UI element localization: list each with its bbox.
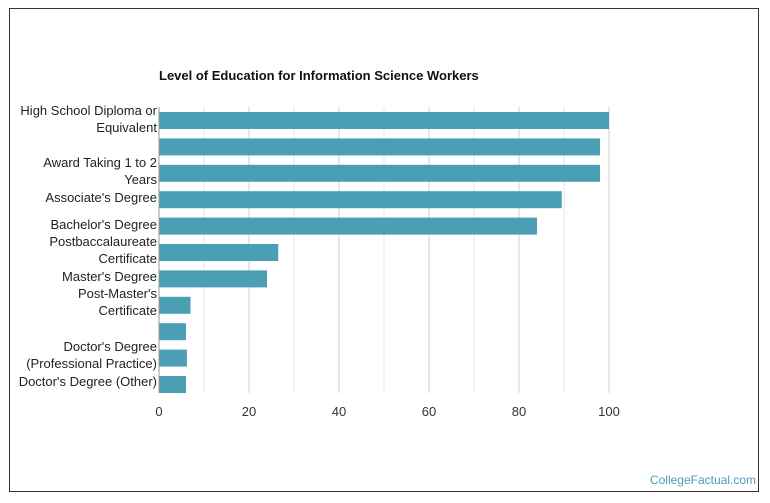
bar[interactable] bbox=[159, 112, 609, 129]
category-label-line: Certificate bbox=[98, 251, 157, 266]
category-label: Master's Degree bbox=[0, 268, 157, 285]
category-label: Award Taking 1 to 2 Years bbox=[0, 154, 157, 188]
category-label-line: Years bbox=[124, 172, 157, 187]
x-tick-label: 100 bbox=[598, 404, 620, 419]
category-label-line: Doctor's Degree (Other) bbox=[18, 374, 157, 389]
category-label: Post-Master's Certificate bbox=[0, 285, 157, 319]
category-label: High School Diploma or Equivalent bbox=[0, 102, 157, 136]
category-label-line: Postbaccalaureate bbox=[49, 234, 157, 249]
chart-title: Level of Education for Information Scien… bbox=[159, 68, 479, 83]
category-label-line: High School Diploma or bbox=[20, 103, 157, 118]
bar[interactable] bbox=[159, 244, 279, 261]
bar[interactable] bbox=[159, 164, 600, 182]
bar[interactable] bbox=[159, 376, 186, 393]
category-label-line: Master's Degree bbox=[62, 269, 157, 284]
category-label-line: Certificate bbox=[98, 303, 157, 318]
x-tick-label: 20 bbox=[241, 404, 257, 419]
category-label-line: Award Taking 1 to 2 bbox=[43, 155, 157, 170]
category-label: Postbaccalaureate Certificate bbox=[0, 233, 157, 267]
category-label-line: Associate's Degree bbox=[45, 190, 157, 205]
category-label-line: Equivalent bbox=[96, 120, 157, 135]
category-label: Associate's Degree bbox=[0, 189, 157, 206]
category-label-line: (Professional Practice) bbox=[26, 356, 157, 371]
x-tick-label: 60 bbox=[421, 404, 437, 419]
x-tick-label: 80 bbox=[511, 404, 527, 419]
bar[interactable] bbox=[159, 270, 267, 288]
category-label: Doctor's Degree (Professional Practice) bbox=[0, 338, 157, 372]
bar[interactable] bbox=[159, 138, 600, 156]
bar[interactable] bbox=[159, 296, 191, 314]
bar[interactable] bbox=[159, 349, 187, 367]
bar[interactable] bbox=[159, 323, 186, 341]
category-label-line: Bachelor's Degree bbox=[50, 217, 157, 232]
bar[interactable] bbox=[159, 217, 537, 235]
x-tick-label: 0 bbox=[155, 404, 163, 419]
category-label-line: Post-Master's bbox=[77, 286, 157, 301]
category-label-line: Doctor's Degree bbox=[63, 339, 157, 354]
bar[interactable] bbox=[159, 191, 562, 209]
x-tick-label: 40 bbox=[331, 404, 347, 419]
category-label: Doctor's Degree (Other) bbox=[0, 373, 157, 390]
category-label: Bachelor's Degree bbox=[0, 216, 157, 233]
credit-link[interactable]: CollegeFactual.com bbox=[649, 473, 756, 487]
